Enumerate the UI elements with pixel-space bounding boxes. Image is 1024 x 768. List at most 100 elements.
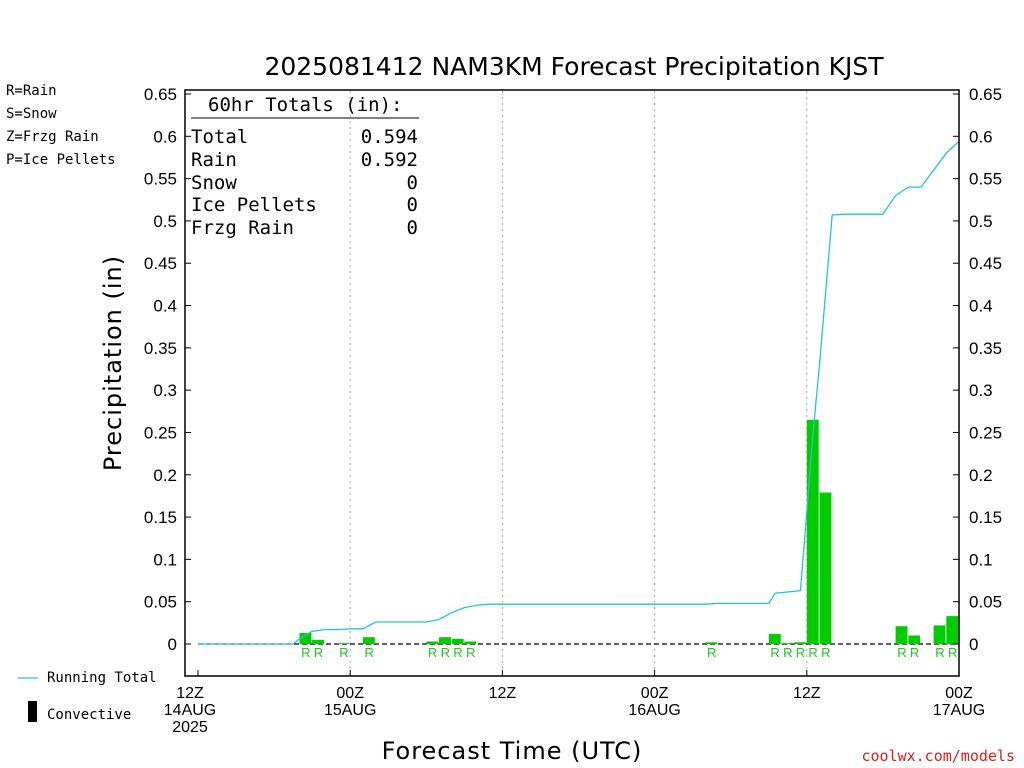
totals-rain-label: Rain <box>191 149 237 171</box>
y-tick-label-right: 0.65 <box>969 85 1002 104</box>
y-tick-label-right: 0.35 <box>969 339 1002 358</box>
y-tick-label: 0.5 <box>153 212 177 231</box>
y-tick-label-right: 0.1 <box>969 550 993 569</box>
y-tick-label-right: 0.25 <box>969 423 1002 442</box>
x-tick-label: 00Z 17AUG <box>933 685 985 719</box>
ptype-label: R <box>948 645 957 660</box>
y-tick-label-right: 0.5 <box>969 212 993 231</box>
site-credit: coolwx.com/models <box>861 747 1015 765</box>
y-tick-label-right: 0.4 <box>969 297 993 316</box>
y-tick-label-right: 0.05 <box>969 593 1002 612</box>
totals-rain-value: 0.592 <box>361 149 418 171</box>
running-total-layer <box>198 140 960 645</box>
x-tick-label: 12Z <box>489 685 517 702</box>
y-tick-label: 0.25 <box>144 423 177 442</box>
ptype-label: R <box>808 645 817 660</box>
y-tick-label: 0.3 <box>153 381 177 400</box>
ptype-label: R <box>428 645 437 660</box>
totals-total-label: Total <box>191 126 248 148</box>
precip-bar <box>946 616 959 644</box>
chart-title: 2025081412 NAM3KM Forecast Precipitation… <box>264 52 884 81</box>
precip-bar <box>908 635 921 644</box>
ptype-label: R <box>441 645 450 660</box>
precip-bar <box>895 626 908 644</box>
ptype-label: R <box>821 645 830 660</box>
y-tick-label-right: 0.6 <box>969 127 993 146</box>
y-tick-label-right: 0.45 <box>969 254 1002 273</box>
x-tick-label: 12Z 14AUG 2025 <box>164 685 216 736</box>
y-axis-label: Precipitation (in) <box>99 255 127 471</box>
precip-bar <box>933 625 946 644</box>
convective-swatch <box>28 701 37 722</box>
precip-bar <box>362 637 375 644</box>
legend-ice-pellets: P=Ice Pellets <box>6 152 116 168</box>
totals-ice-pellets-value: 0 <box>407 194 418 216</box>
totals-frzg-rain-label: Frzg Rain <box>191 217 294 239</box>
precip-bar <box>705 642 718 644</box>
ptype-label: R <box>770 645 779 660</box>
bottom-legend: Running Total Convective <box>18 670 157 723</box>
precip-bar <box>426 641 439 644</box>
precip-bar <box>768 633 781 644</box>
legend-frzg-rain: Z=Frzg Rain <box>6 129 99 145</box>
y-tick-label: 0.2 <box>153 466 177 485</box>
ptype-label: R <box>897 645 906 660</box>
x-axis: 12Z 14AUG 2025 00Z 15AUG 12Z 00Z 16AUG 12Z 00Z 17A… <box>164 670 985 736</box>
y-tick-label: 0.45 <box>144 254 177 273</box>
totals-box: 60hr Totals (in): Total 0.594 Rain 0.592… <box>191 94 419 239</box>
bars-layer <box>299 419 959 644</box>
ptype-label: R <box>365 645 374 660</box>
ptype-label: R <box>314 645 323 660</box>
y-tick-label: 0.65 <box>144 85 177 104</box>
y-tick-label-right: 0.2 <box>969 466 993 485</box>
y-tick-label-right: 0.55 <box>969 170 1002 189</box>
ptype-label: R <box>707 645 716 660</box>
precip-bar <box>781 643 794 644</box>
y-tick-label: 0.15 <box>144 508 177 527</box>
plot-frame <box>184 89 960 677</box>
legend-rain: R=Rain <box>6 83 57 99</box>
totals-header: 60hr Totals (in): <box>208 94 402 116</box>
grid-layer <box>349 91 808 675</box>
y-tick-label: 0.6 <box>153 127 177 146</box>
precip-bar <box>806 419 819 644</box>
y-tick-label-right: 0 <box>969 635 978 654</box>
totals-ice-pellets-label: Ice Pellets <box>191 194 317 216</box>
precip-bar <box>819 492 832 644</box>
y-tick-label-right: 0.15 <box>969 508 1002 527</box>
y-axis-right: 0 0.05 0.1 0.15 0.2 0.25 0.3 0.35 0.4 0.45 0.5 0.55… <box>953 85 1002 654</box>
running-total-line <box>198 140 960 645</box>
totals-snow-label: Snow <box>191 172 237 194</box>
y-tick-label: 0.4 <box>153 297 177 316</box>
totals-total-value: 0.594 <box>361 126 418 148</box>
ptype-legend: R=Rain S=Snow Z=Frzg Rain P=Ice Pellets <box>6 83 116 168</box>
x-tick-label: 12Z <box>793 685 821 702</box>
totals-frzg-rain-value: 0 <box>407 217 418 239</box>
x-axis-label: Forecast Time (UTC) <box>382 737 643 765</box>
precip-bar <box>312 639 324 644</box>
ptype-label: R <box>910 645 919 660</box>
convective-legend-label: Convective <box>47 707 131 723</box>
x-tick-label: 00Z 16AUG <box>628 685 680 719</box>
y-tick-label: 0.55 <box>144 170 177 189</box>
precip-bar <box>794 642 806 644</box>
precip-bar <box>439 637 451 644</box>
precip-bar <box>464 641 477 644</box>
totals-snow-value: 0 <box>407 172 418 194</box>
x-tick-label: 00Z 15AUG <box>324 685 376 719</box>
y-tick-label: 0.35 <box>144 339 177 358</box>
precip-bar <box>451 638 464 644</box>
ptype-label: R <box>796 645 805 660</box>
ptype-label: R <box>339 645 348 660</box>
legend-snow: S=Snow <box>6 106 57 122</box>
y-axis-left: 0 0.05 0.1 0.15 0.2 0.25 0.3 0.35 0.4 0.45 0.5 0.55… <box>144 85 191 654</box>
ptype-label: R <box>466 645 475 660</box>
y-tick-label-right: 0.3 <box>969 381 993 400</box>
ptype-label: R <box>783 645 792 660</box>
running-total-legend-label: Running Total <box>47 670 157 686</box>
ptype-label: R <box>935 645 944 660</box>
y-tick-label: 0 <box>168 635 177 654</box>
ptype-label: R <box>301 645 310 660</box>
